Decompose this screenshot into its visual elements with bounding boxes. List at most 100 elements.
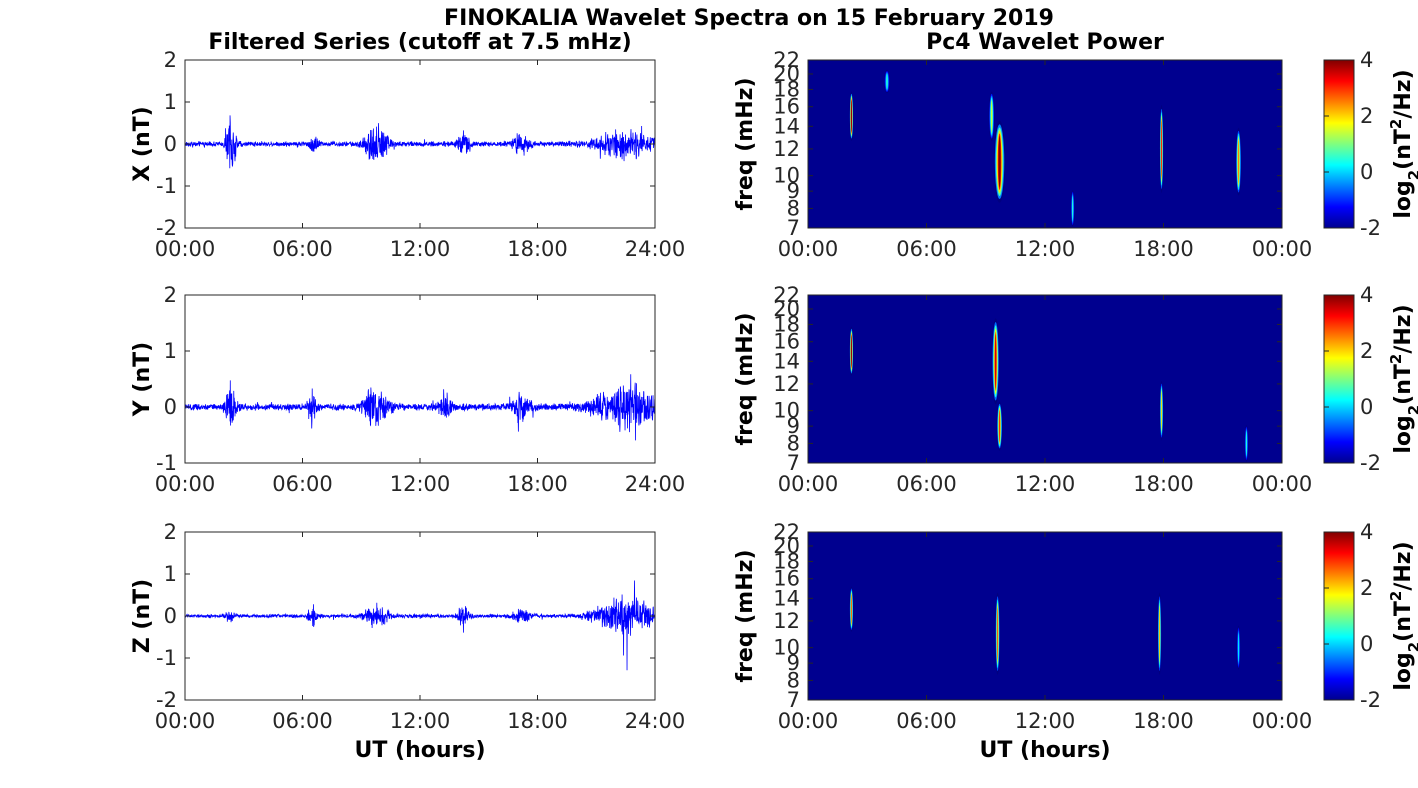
y-tick-label: -2 xyxy=(156,216,177,240)
x-tick-label: 06:00 xyxy=(272,237,333,261)
power-feature xyxy=(851,335,852,367)
power-feature xyxy=(1238,633,1239,662)
y-tick-label: 18 xyxy=(773,77,800,101)
x-tick-labels: 00:00 06:00 12:00 18:00 00:00 xyxy=(778,709,1313,733)
x-tick-label: 18:00 xyxy=(507,472,568,496)
power-feature xyxy=(998,135,1001,188)
axes-frame xyxy=(184,59,656,229)
right-column-title: Pc4 Wavelet Power xyxy=(926,30,1164,55)
x-tick-label: 18:00 xyxy=(1133,472,1194,496)
power-feature xyxy=(999,410,1001,442)
y-axis-label: freq (mHz) xyxy=(733,78,758,211)
colorbar-label: log2(nT2/Hz) xyxy=(1387,69,1418,218)
series-panel-z: -2 -1 0 1 2 00:00 06:00 12:00 18:00 24:00 Z (nT)… xyxy=(130,520,685,763)
colorbar-tick-label: 2 xyxy=(1360,339,1373,363)
colorbar-tick-label: -2 xyxy=(1360,216,1381,240)
axes-frame xyxy=(807,59,1283,229)
y-tick-label: 14 xyxy=(773,114,800,138)
colorbar-tick-labels: -2 0 2 4 xyxy=(1324,48,1381,240)
colorbar: -2 0 2 4 log2(nT2/Hz) xyxy=(1323,48,1418,240)
colorbar-tick-label: 2 xyxy=(1360,104,1373,128)
colorbar-tick-label: 4 xyxy=(1360,48,1373,72)
superscript: 2 xyxy=(1387,591,1405,601)
y-tick-label: 22 xyxy=(773,48,800,72)
y-tick-label: 2 xyxy=(164,48,177,72)
power-feature xyxy=(1246,431,1247,456)
power-feature xyxy=(851,594,852,624)
x-tick-label: 06:00 xyxy=(896,472,957,496)
x-tick-label: 00:00 xyxy=(1252,237,1313,261)
y-tick-label: 22 xyxy=(773,520,800,544)
y-tick-label: 8 xyxy=(787,668,800,692)
trace-y xyxy=(185,374,655,441)
x-tick-label: 12:00 xyxy=(1015,237,1076,261)
x-tick-label: 00:00 xyxy=(155,237,216,261)
y-tick-label: 8 xyxy=(787,431,800,455)
x-tick-label: 00:00 xyxy=(155,709,216,733)
y-axis-label: Z (nT) xyxy=(130,579,155,653)
axes-frame xyxy=(184,531,656,701)
colorbar-tick-label: 4 xyxy=(1360,283,1373,307)
spectrogram-background xyxy=(808,60,1282,228)
x-tick-label: 12:00 xyxy=(1015,472,1076,496)
x-tick-label: 06:00 xyxy=(272,709,333,733)
x-tick-label: 24:00 xyxy=(625,472,686,496)
y-tick-label: 1 xyxy=(164,339,177,363)
y-axis-label: freq (mHz) xyxy=(733,313,758,446)
y-tick-label: 9 xyxy=(787,414,800,438)
colorbar-tick-label: 4 xyxy=(1360,520,1373,544)
x-tick-label: 18:00 xyxy=(507,709,568,733)
colorbar-gradient xyxy=(1323,531,1355,701)
x-tick-labels: 00:00 06:00 12:00 18:00 24:00 xyxy=(155,472,686,496)
x-tick-label: 06:00 xyxy=(272,472,333,496)
series-panel-x: -2 -1 0 1 2 00:00 06:00 12:00 18:00 24:00 X (nT) xyxy=(130,48,685,261)
y-tick-label: 9 xyxy=(787,179,800,203)
y-tick-label: 18 xyxy=(773,312,800,336)
colorbar-label: log2(nT2/Hz) xyxy=(1387,304,1418,453)
subscript: 2 xyxy=(1405,642,1418,652)
x-tick-label: 00:00 xyxy=(778,237,839,261)
x-tick-labels: 00:00 06:00 12:00 18:00 00:00 xyxy=(778,472,1313,496)
power-features xyxy=(849,69,1242,227)
colorbar-tick-label: 2 xyxy=(1360,576,1373,600)
x-tick-label: 00:00 xyxy=(1252,472,1313,496)
colorbar-label: log2(nT2/Hz) xyxy=(1387,541,1418,690)
y-tick-label: 9 xyxy=(787,651,800,675)
colorbar-tick-label: 0 xyxy=(1360,395,1373,419)
x-tick-label: 06:00 xyxy=(896,237,957,261)
y-tick-label: 7 xyxy=(787,688,800,712)
x-tick-label: 18:00 xyxy=(1133,237,1194,261)
y-tick-label: 14 xyxy=(773,586,800,610)
y-tick-label: 16 xyxy=(773,567,800,591)
x-tick-label: 18:00 xyxy=(507,237,568,261)
power-feature xyxy=(1161,121,1162,177)
axes-frame xyxy=(184,294,656,464)
series-panel-y: -1 0 1 2 00:00 06:00 12:00 18:00 24:00 Y (nT) xyxy=(130,283,685,496)
power-features xyxy=(849,586,1241,675)
left-column-title: Filtered Series (cutoff at 7.5 mHz) xyxy=(208,30,631,55)
colorbar-tick-label: 0 xyxy=(1360,160,1373,184)
x-tick-label: 00:00 xyxy=(1252,709,1313,733)
y-tick-label: 22 xyxy=(773,283,800,307)
power-feature xyxy=(991,100,993,132)
y-tick-label: 18 xyxy=(773,549,800,573)
y-tick-label: 2 xyxy=(164,520,177,544)
x-tick-label: 00:00 xyxy=(778,472,839,496)
power-feature xyxy=(1159,607,1160,660)
power-feature xyxy=(1161,391,1162,430)
power-feature xyxy=(997,607,999,660)
y-tick-label: -1 xyxy=(156,174,177,198)
y-tick-label: 14 xyxy=(773,349,800,373)
y-tick-label: -2 xyxy=(156,688,177,712)
colorbar-tick-label: -2 xyxy=(1360,451,1381,475)
spectrogram-background xyxy=(808,532,1282,700)
x-axis-label: UT (hours) xyxy=(979,738,1110,763)
colorbar-tick-labels: -2 0 2 4 xyxy=(1324,520,1381,712)
y-tick-label: 12 xyxy=(773,609,800,633)
colorbar: -2 0 2 4 log2(nT2/Hz) xyxy=(1323,520,1418,712)
